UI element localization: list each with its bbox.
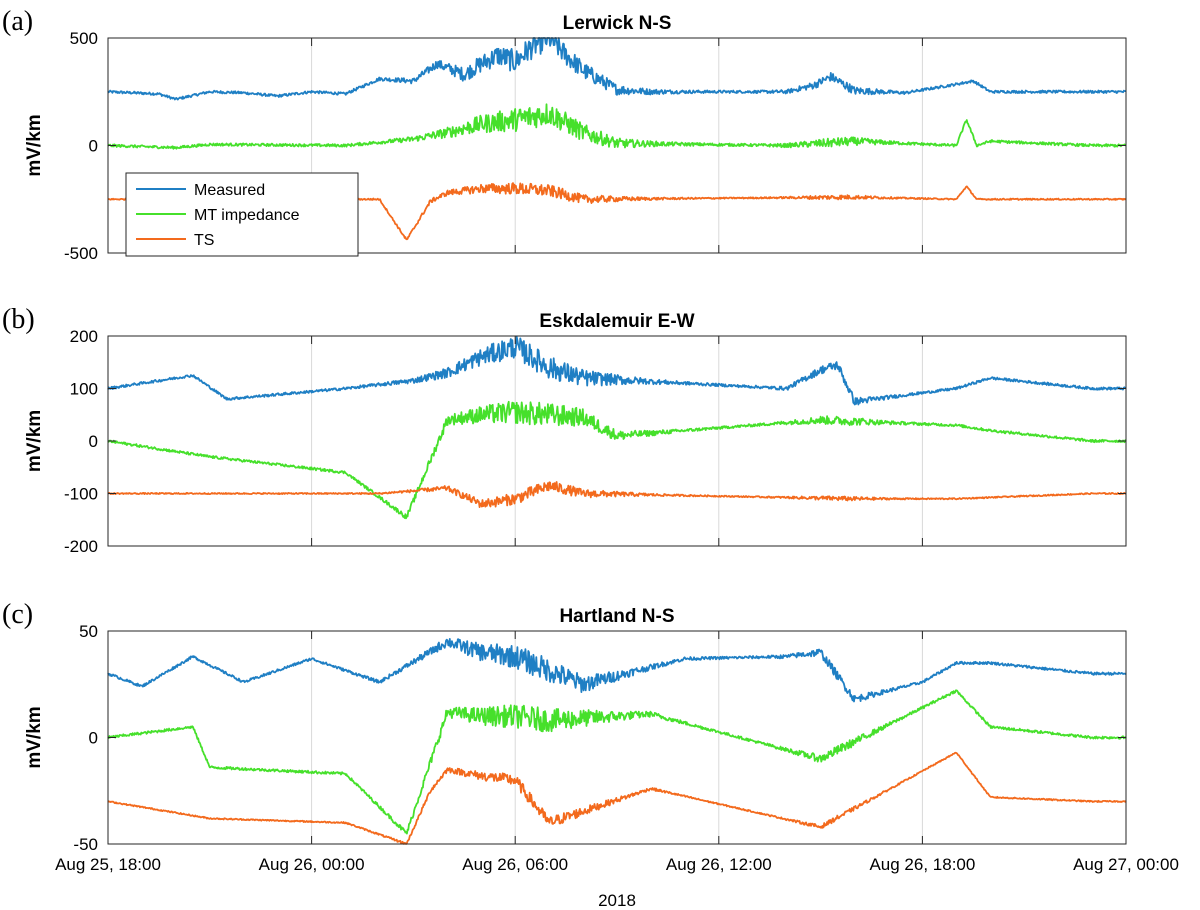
y-tick-label: 500 (70, 29, 98, 48)
plot-frame (107, 335, 1127, 547)
panel-label: (a) (2, 6, 33, 37)
y-tick-label: 0 (89, 432, 98, 451)
panel-label: (b) (2, 304, 35, 335)
legend-entry: Measured (194, 182, 265, 199)
y-axis-label: mV/km (24, 114, 45, 176)
x-tick-label: Aug 25, 18:00 (55, 855, 161, 874)
panel-label: (c) (2, 599, 33, 630)
chart-title: Eskdalemuir E-W (539, 311, 694, 332)
legend-entry: TS (194, 232, 214, 249)
chart-title: Lerwick N-S (563, 13, 672, 34)
x-tick-label: Aug 26, 18:00 (869, 855, 975, 874)
series-line-mt-impedance (107, 103, 1127, 150)
y-axis-label: mV/km (24, 706, 45, 768)
series-line-ts (107, 751, 1127, 845)
y-tick-label: 50 (79, 622, 98, 641)
series-line-measured (107, 336, 1127, 406)
x-tick-label: Aug 26, 06:00 (462, 855, 568, 874)
panel-1: -200 -100 0 100 200 Eskdalemuir E-W (b) mV/km (2, 304, 1127, 556)
y-tick-label: 100 (70, 380, 98, 399)
series-line-mt-impedance (107, 689, 1127, 835)
y-tick-label: 0 (89, 137, 98, 156)
y-axis-label: mV/km (24, 410, 45, 472)
legend-entry: MT impedance (194, 207, 300, 224)
y-tick-label: -500 (64, 244, 98, 263)
x-tick-label: Aug 26, 12:00 (666, 855, 772, 874)
y-tick-label: 200 (70, 327, 98, 346)
series-line-ts (107, 481, 1127, 508)
x-tick-label: Aug 27, 00:00 (1073, 855, 1179, 874)
x-axis-label: 2018 (598, 891, 636, 910)
panel-2: -50 0 50 Hartland N-S (c) mV/km (2, 599, 1127, 854)
legend: Measured MT impedance TS (125, 172, 359, 257)
series-line-measured (107, 37, 1127, 101)
y-tick-label: -200 (64, 537, 98, 556)
series-line-measured (107, 638, 1127, 703)
y-tick-label: -100 (64, 485, 98, 504)
y-tick-label: 0 (89, 729, 98, 748)
chart-title: Hartland N-S (559, 606, 674, 627)
series-line-mt-impedance (107, 400, 1127, 520)
x-tick-label: Aug 26, 00:00 (259, 855, 365, 874)
y-tick-label: -50 (73, 835, 98, 854)
